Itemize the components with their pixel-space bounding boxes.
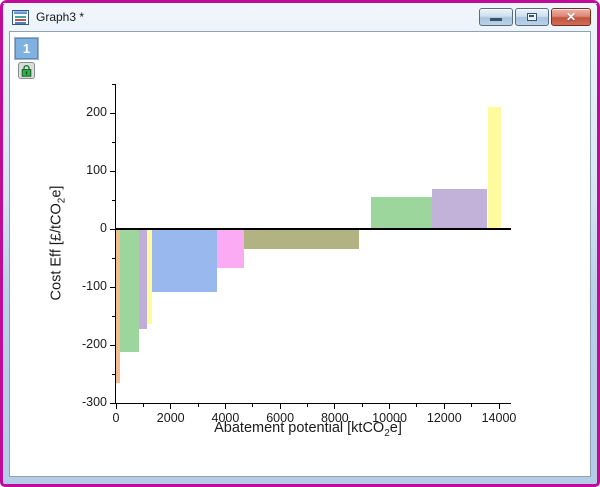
y-major-tick	[109, 286, 115, 288]
bar-segment[interactable]	[432, 188, 488, 229]
window-title: Graph3 *	[36, 10, 85, 24]
zero-line	[116, 228, 511, 230]
x-axis-title-text: e]	[389, 420, 402, 436]
y-minor-tick	[111, 315, 115, 317]
x-tick-label: 12000	[426, 411, 462, 425]
y-minor-tick	[111, 199, 115, 201]
layer-1-button[interactable]: 1	[14, 37, 39, 60]
x-major-tick	[115, 404, 117, 409]
graph-document-icon	[12, 9, 29, 25]
lock-icon[interactable]	[18, 62, 35, 79]
x-minor-tick	[307, 404, 308, 407]
y-tick-label: 100	[86, 163, 107, 177]
x-major-tick	[498, 404, 500, 409]
restore-icon	[527, 13, 537, 21]
y-major-tick	[109, 402, 115, 404]
x-minor-tick	[416, 404, 418, 407]
x-major-tick	[443, 404, 445, 409]
caption-buttons: ✕	[479, 8, 591, 26]
y-axis-title-text: Cost Eff [£/tCO	[48, 203, 65, 301]
x-tick-label: 8000	[320, 411, 349, 425]
x-minor-tick	[197, 404, 199, 407]
y-axis-title: Cost Eff [£/tCO2e]	[49, 186, 68, 301]
x-axis-line	[114, 402, 511, 404]
bar-segment[interactable]	[116, 229, 120, 383]
y-major-tick	[109, 112, 115, 114]
y-major-tick	[109, 170, 115, 172]
x-minor-tick	[252, 404, 254, 407]
x-axis-title-subscript: 2	[384, 427, 390, 439]
y-tick-label: 200	[86, 105, 107, 119]
y-tick-label: -100	[81, 279, 107, 293]
graph-client-area: 1 Cost Eff [£/tCO2e] Abatement potential…	[9, 31, 591, 477]
bar-segment[interactable]	[152, 229, 218, 293]
bar-segment[interactable]	[138, 229, 147, 329]
y-major-tick	[109, 344, 115, 346]
y-tick-label: -300	[81, 395, 107, 409]
y-axis-title-text: e]	[48, 185, 65, 198]
x-major-tick	[224, 404, 226, 409]
x-tick-label: 4000	[211, 411, 240, 425]
restore-button[interactable]	[515, 8, 549, 26]
x-major-tick	[170, 404, 172, 409]
y-minor-tick	[111, 373, 115, 375]
padlock-glyph	[21, 64, 32, 77]
x-tick-label: 2000	[156, 411, 185, 425]
close-icon: ✕	[565, 10, 577, 24]
titlebar[interactable]: Graph3 * ✕	[3, 3, 597, 31]
x-minor-tick	[361, 404, 363, 407]
bar-segment[interactable]	[146, 229, 153, 325]
x-tick-label: 0	[112, 411, 120, 425]
x-minor-tick	[471, 404, 473, 407]
x-major-tick	[389, 404, 391, 409]
minimize-button[interactable]	[479, 8, 513, 26]
x-major-tick	[279, 404, 281, 409]
bar-segment[interactable]	[244, 229, 360, 250]
close-button[interactable]: ✕	[551, 8, 591, 26]
chart[interactable]: Cost Eff [£/tCO2e] Abatement potential […	[10, 32, 590, 476]
x-axis-title: Abatement potential [ktCO2e]	[214, 420, 402, 439]
y-minor-tick	[111, 257, 115, 259]
bar-segment[interactable]	[487, 107, 502, 229]
bar-segment[interactable]	[119, 229, 139, 352]
x-axis-title-text: Abatement potential [ktCO	[214, 420, 385, 436]
x-major-tick	[334, 404, 336, 409]
y-axis-line	[114, 84, 116, 403]
y-tick-label: -200	[81, 337, 107, 351]
x-tick-label: 14000	[481, 411, 517, 425]
x-tick-label: 6000	[266, 411, 295, 425]
y-major-tick	[109, 228, 115, 230]
y-axis-title-subscript: 2	[56, 197, 68, 204]
y-tick-label: 0	[100, 221, 107, 235]
bar-segment[interactable]	[371, 197, 433, 229]
x-tick-label: 10000	[372, 411, 407, 425]
y-minor-tick	[111, 141, 115, 143]
x-minor-tick	[142, 404, 144, 407]
y-minor-tick	[111, 83, 115, 85]
bar-segment[interactable]	[217, 229, 245, 269]
minimize-icon	[490, 18, 502, 21]
